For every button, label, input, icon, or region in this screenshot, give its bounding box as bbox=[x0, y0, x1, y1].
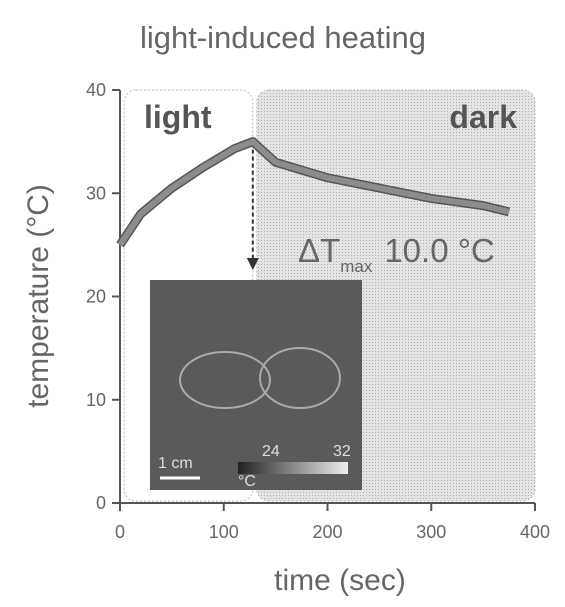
x-tick-label: 100 bbox=[209, 522, 239, 542]
scale-label: 1 cm bbox=[158, 455, 193, 472]
x-axis-label: time (sec) bbox=[274, 564, 406, 597]
y-tick-label: 0 bbox=[96, 493, 106, 513]
annotation-value: 10.0 °C bbox=[384, 232, 494, 269]
y-tick-label: 40 bbox=[86, 80, 106, 100]
region-label: dark bbox=[449, 99, 517, 135]
peak-arrowhead bbox=[246, 258, 259, 270]
region-label: light bbox=[144, 99, 212, 135]
colorbar bbox=[238, 462, 348, 474]
inset-image: 1 cm 24 32 °C bbox=[150, 280, 362, 490]
annotation-delta: ΔT bbox=[298, 232, 340, 269]
colorbar-tick-label: 32 bbox=[333, 443, 351, 460]
y-tick-label: 20 bbox=[86, 287, 106, 307]
y-tick-label: 10 bbox=[86, 390, 106, 410]
chart-title: light-induced heating bbox=[140, 20, 426, 55]
y-axis-label: temperature (°C) bbox=[22, 184, 55, 408]
annotation-subscript: max bbox=[340, 257, 373, 276]
colorbar-tick-label: 24 bbox=[262, 443, 280, 460]
colorbar-unit: °C bbox=[238, 473, 256, 490]
y-tick-label: 30 bbox=[86, 183, 106, 203]
inset-background bbox=[150, 280, 362, 490]
inset-shape bbox=[179, 351, 271, 409]
x-tick-label: 0 bbox=[115, 522, 125, 542]
x-tick-label: 200 bbox=[312, 522, 342, 542]
x-tick-label: 300 bbox=[416, 522, 446, 542]
x-tick-label: 400 bbox=[520, 522, 550, 542]
annotation: ΔTmax 10.0 °C bbox=[298, 232, 495, 276]
data-line bbox=[117, 138, 510, 247]
inset-shape bbox=[259, 347, 341, 409]
